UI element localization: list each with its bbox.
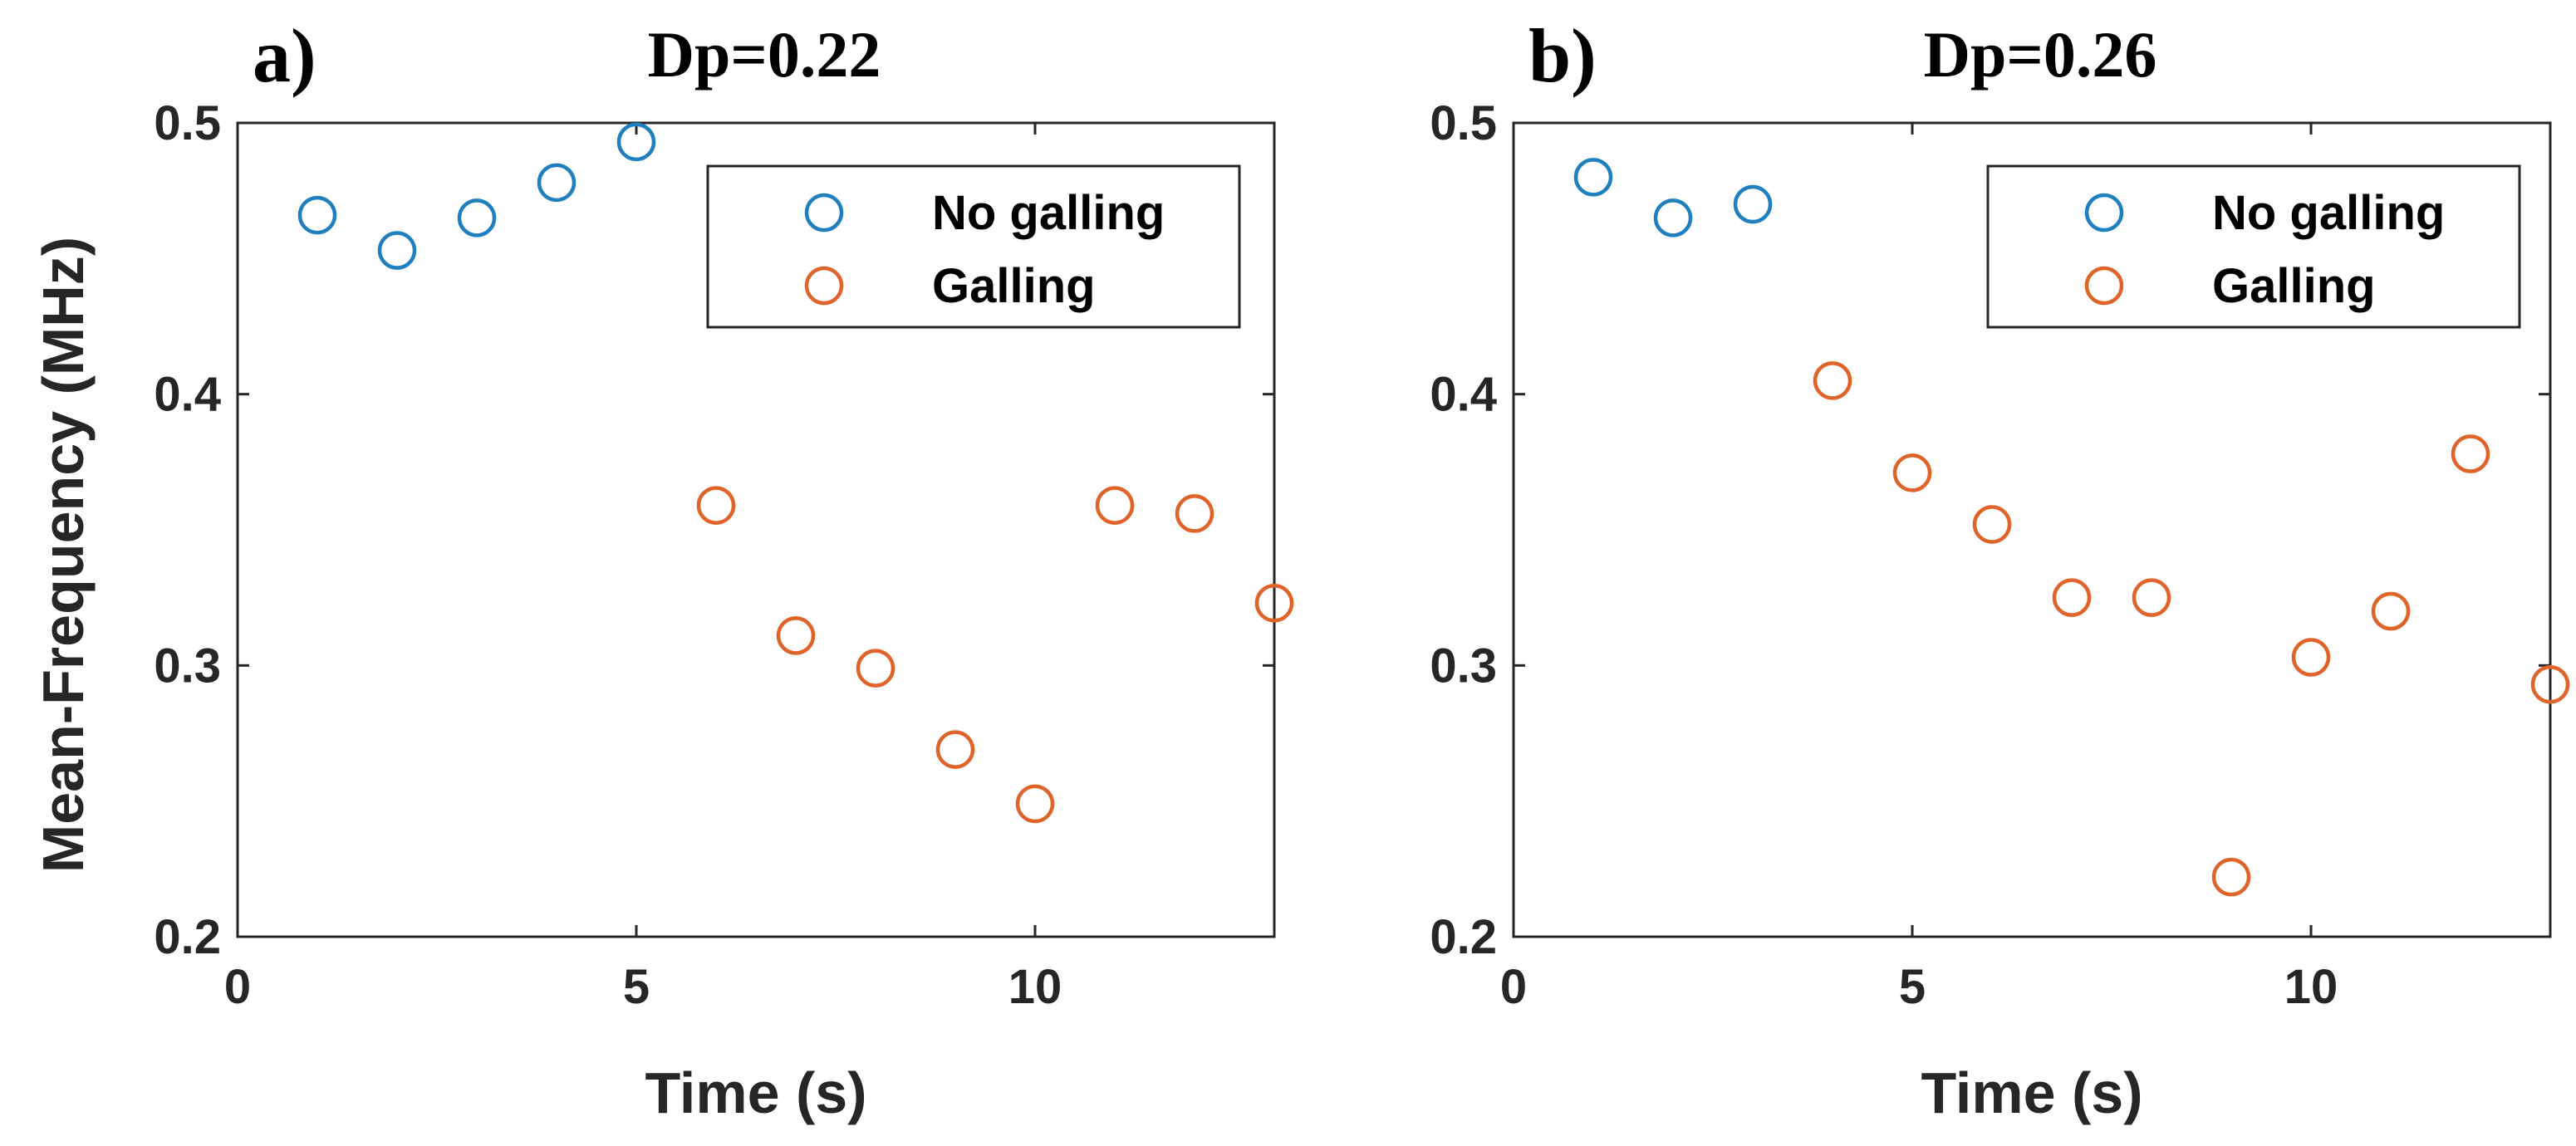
data-point <box>1733 184 1773 224</box>
data-point <box>1573 158 1613 197</box>
x-tick-label: 10 <box>1008 960 1062 1014</box>
legend: No galling Galling <box>1986 164 2521 329</box>
data-point <box>856 649 895 688</box>
legend-marker <box>2084 266 2124 306</box>
data-point <box>457 198 497 238</box>
panel-b: 0 5 10 0.2 0.3 0.4 0.5 Time (s) b) Dp=0.26 No gall… <box>1430 13 2570 1125</box>
y-tick-label: 0.3 <box>1430 639 1497 693</box>
panel-a: 0 5 10 0.2 0.3 0.4 0.5 Time (s) Mean-Frequency (… <box>31 13 1294 1125</box>
x-tick-label: 5 <box>1899 960 1926 1014</box>
series-galling <box>696 486 1294 824</box>
x-tick-label: 5 <box>623 960 650 1014</box>
x-tick-label: 0 <box>1500 960 1527 1014</box>
legend-marker <box>2084 193 2124 233</box>
y-tick-label: 0.5 <box>1430 96 1497 150</box>
data-point <box>776 616 816 655</box>
legend-label: Galling <box>932 259 1096 313</box>
panel-title: Dp=0.26 <box>1924 18 2157 91</box>
legend-frame <box>706 164 1241 329</box>
x-axis-label: Time (s) <box>1921 1060 2142 1125</box>
x-tick-label: 0 <box>224 960 251 1014</box>
data-point <box>2530 664 2570 704</box>
data-point <box>696 486 736 525</box>
data-point <box>2052 578 2092 617</box>
panel-label: a) <box>253 13 316 98</box>
data-point <box>377 231 417 270</box>
data-point <box>1972 505 2012 544</box>
data-point <box>1653 198 1693 238</box>
x-axis-label: Time (s) <box>645 1060 866 1125</box>
x-tick-label: 10 <box>2284 960 2338 1014</box>
data-point <box>1813 361 1852 400</box>
legend-marker <box>804 193 844 233</box>
series-no-galling <box>297 122 656 270</box>
y-tick-label: 0.4 <box>1430 368 1497 422</box>
legend-label: Galling <box>2212 259 2376 313</box>
data-point <box>1254 583 1294 623</box>
data-point <box>1095 486 1135 525</box>
data-point <box>1175 494 1214 533</box>
data-point <box>2132 578 2171 617</box>
legend-label: No galling <box>932 186 1165 240</box>
data-point <box>2291 638 2331 677</box>
legend-frame <box>1986 164 2521 329</box>
series-no-galling <box>1573 158 1773 238</box>
y-tick-label: 0.2 <box>1430 910 1497 964</box>
data-point <box>1892 453 1932 492</box>
data-point <box>297 195 337 235</box>
y-axis-label: Mean-Frequency (MHz) <box>31 237 96 873</box>
data-point <box>1015 784 1055 824</box>
y-tick-label: 0.4 <box>154 368 221 422</box>
data-point <box>2211 857 2251 897</box>
legend: No galling Galling <box>706 164 1241 329</box>
y-tick-label: 0.5 <box>154 96 221 150</box>
legend-label: No galling <box>2212 186 2445 240</box>
legend-marker <box>804 266 844 306</box>
data-point <box>935 730 975 769</box>
data-point <box>2371 591 2411 631</box>
data-point <box>537 163 577 203</box>
series-galling <box>1813 361 2570 897</box>
data-point <box>616 122 656 162</box>
panel-title: Dp=0.22 <box>648 18 881 91</box>
panel-label: b) <box>1528 13 1597 98</box>
data-point <box>2451 434 2490 473</box>
y-tick-label: 0.3 <box>154 639 221 693</box>
y-tick-label: 0.2 <box>154 910 221 964</box>
